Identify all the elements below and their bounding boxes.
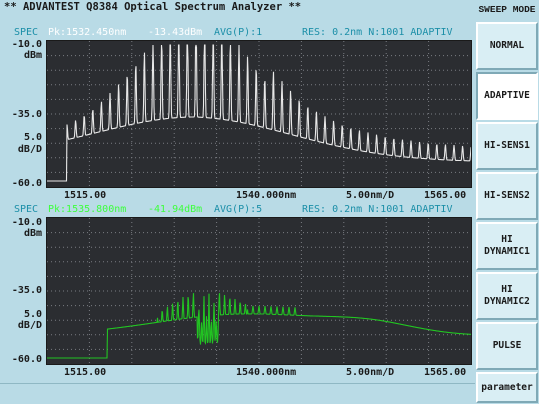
softkey-hi-sens2[interactable]: HI-SENS2 bbox=[476, 172, 538, 220]
trace1-plot[interactable] bbox=[46, 40, 472, 188]
trace1-ybottom-label: -60.0 bbox=[11, 178, 42, 189]
trace1-line bbox=[47, 44, 471, 182]
trace2-peak-level: -41.94dBm bbox=[148, 204, 203, 215]
trace2-xstart: 1515.00 bbox=[64, 367, 107, 378]
trace1-xspan: 5.00nm/D bbox=[346, 190, 395, 201]
trace2-avg: AVG(P):5 bbox=[214, 204, 263, 215]
softkey-normal[interactable]: NORMAL bbox=[476, 22, 538, 70]
trace1-grid bbox=[47, 41, 471, 187]
title-bar: ** ADVANTEST Q8384 Optical Spectrum Anal… bbox=[0, 0, 539, 16]
trace2-xstop: 1565.00 bbox=[424, 367, 467, 378]
trace1-yscale-label: 5.0 bbox=[23, 132, 42, 143]
instrument-title: ** ADVANTEST Q8384 Optical Spectrum Anal… bbox=[4, 1, 302, 13]
trace2-resolution: RES: 0.2nm N:1001 ADAPTIV bbox=[302, 204, 453, 215]
trace2-ytop-label: -10.0 bbox=[11, 217, 42, 228]
trace2-yscale-label: 5.0 bbox=[23, 309, 42, 320]
trace2-yscale-unit: dB/D bbox=[17, 320, 42, 331]
softkey-adaptive[interactable]: ADAPTIVE bbox=[476, 72, 538, 120]
trace2-line bbox=[47, 293, 471, 359]
trace1-ytop-unit: dBm bbox=[23, 50, 42, 61]
trace2-svg bbox=[47, 218, 471, 364]
trace1-peak-level: -13.43dBm bbox=[148, 27, 203, 38]
trace1-resolution: RES: 0.2nm N:1001 ADAPTIV bbox=[302, 27, 453, 38]
trace1-spec-label: SPEC bbox=[14, 27, 39, 38]
trace2-spec-label: SPEC bbox=[14, 204, 39, 215]
trace1-header: SPEC Pk:1532.450nm -13.43dBm AVG(P):1 RE… bbox=[0, 27, 476, 39]
trace1-yscale-unit: dB/D bbox=[17, 144, 42, 155]
trace1-peak-wavelength: Pk:1532.450nm bbox=[48, 27, 127, 38]
trace2-ytop-unit: dBm bbox=[23, 228, 42, 239]
trace2-grid bbox=[47, 218, 471, 364]
softkey-parameter[interactable]: parameter bbox=[476, 372, 538, 403]
trace2-ybottom-label: -60.0 bbox=[11, 354, 42, 365]
trace1-xstop: 1565.00 bbox=[424, 190, 467, 201]
trace2-xspan: 5.00nm/D bbox=[346, 367, 395, 378]
trace1-svg bbox=[47, 41, 471, 187]
trace2-ymid-label: -35.0 bbox=[11, 285, 42, 296]
sweep-mode-panel: SWEEP MODE NORMAL ADAPTIVE HI-SENS1 HI-S… bbox=[475, 0, 539, 403]
trace2-plot[interactable] bbox=[46, 217, 472, 365]
trace1-avg: AVG(P):1 bbox=[214, 27, 263, 38]
softkey-hi-dynamic2[interactable]: HI DYNAMIC2 bbox=[476, 272, 538, 320]
softkey-pulse[interactable]: PULSE bbox=[476, 322, 538, 370]
trace1-ytop-label: -10.0 bbox=[11, 39, 42, 50]
trace1-ymid-label: -35.0 bbox=[11, 109, 42, 120]
trace1-xstart: 1515.00 bbox=[64, 190, 107, 201]
status-bar bbox=[0, 383, 476, 404]
softkey-hi-sens1[interactable]: HI-SENS1 bbox=[476, 122, 538, 170]
trace2-xcenter: 1540.000nm bbox=[236, 367, 297, 378]
trace2-peak-wavelength: Pk:1535.800nm bbox=[48, 204, 127, 215]
softkey-hi-dynamic1[interactable]: HI DYNAMIC1 bbox=[476, 222, 538, 270]
trace2-header: SPEC Pk:1535.800nm -41.94dBm AVG(P):5 RE… bbox=[0, 204, 476, 216]
trace1-xcenter: 1540.000nm bbox=[236, 190, 297, 201]
sweep-mode-title: SWEEP MODE bbox=[478, 4, 536, 15]
